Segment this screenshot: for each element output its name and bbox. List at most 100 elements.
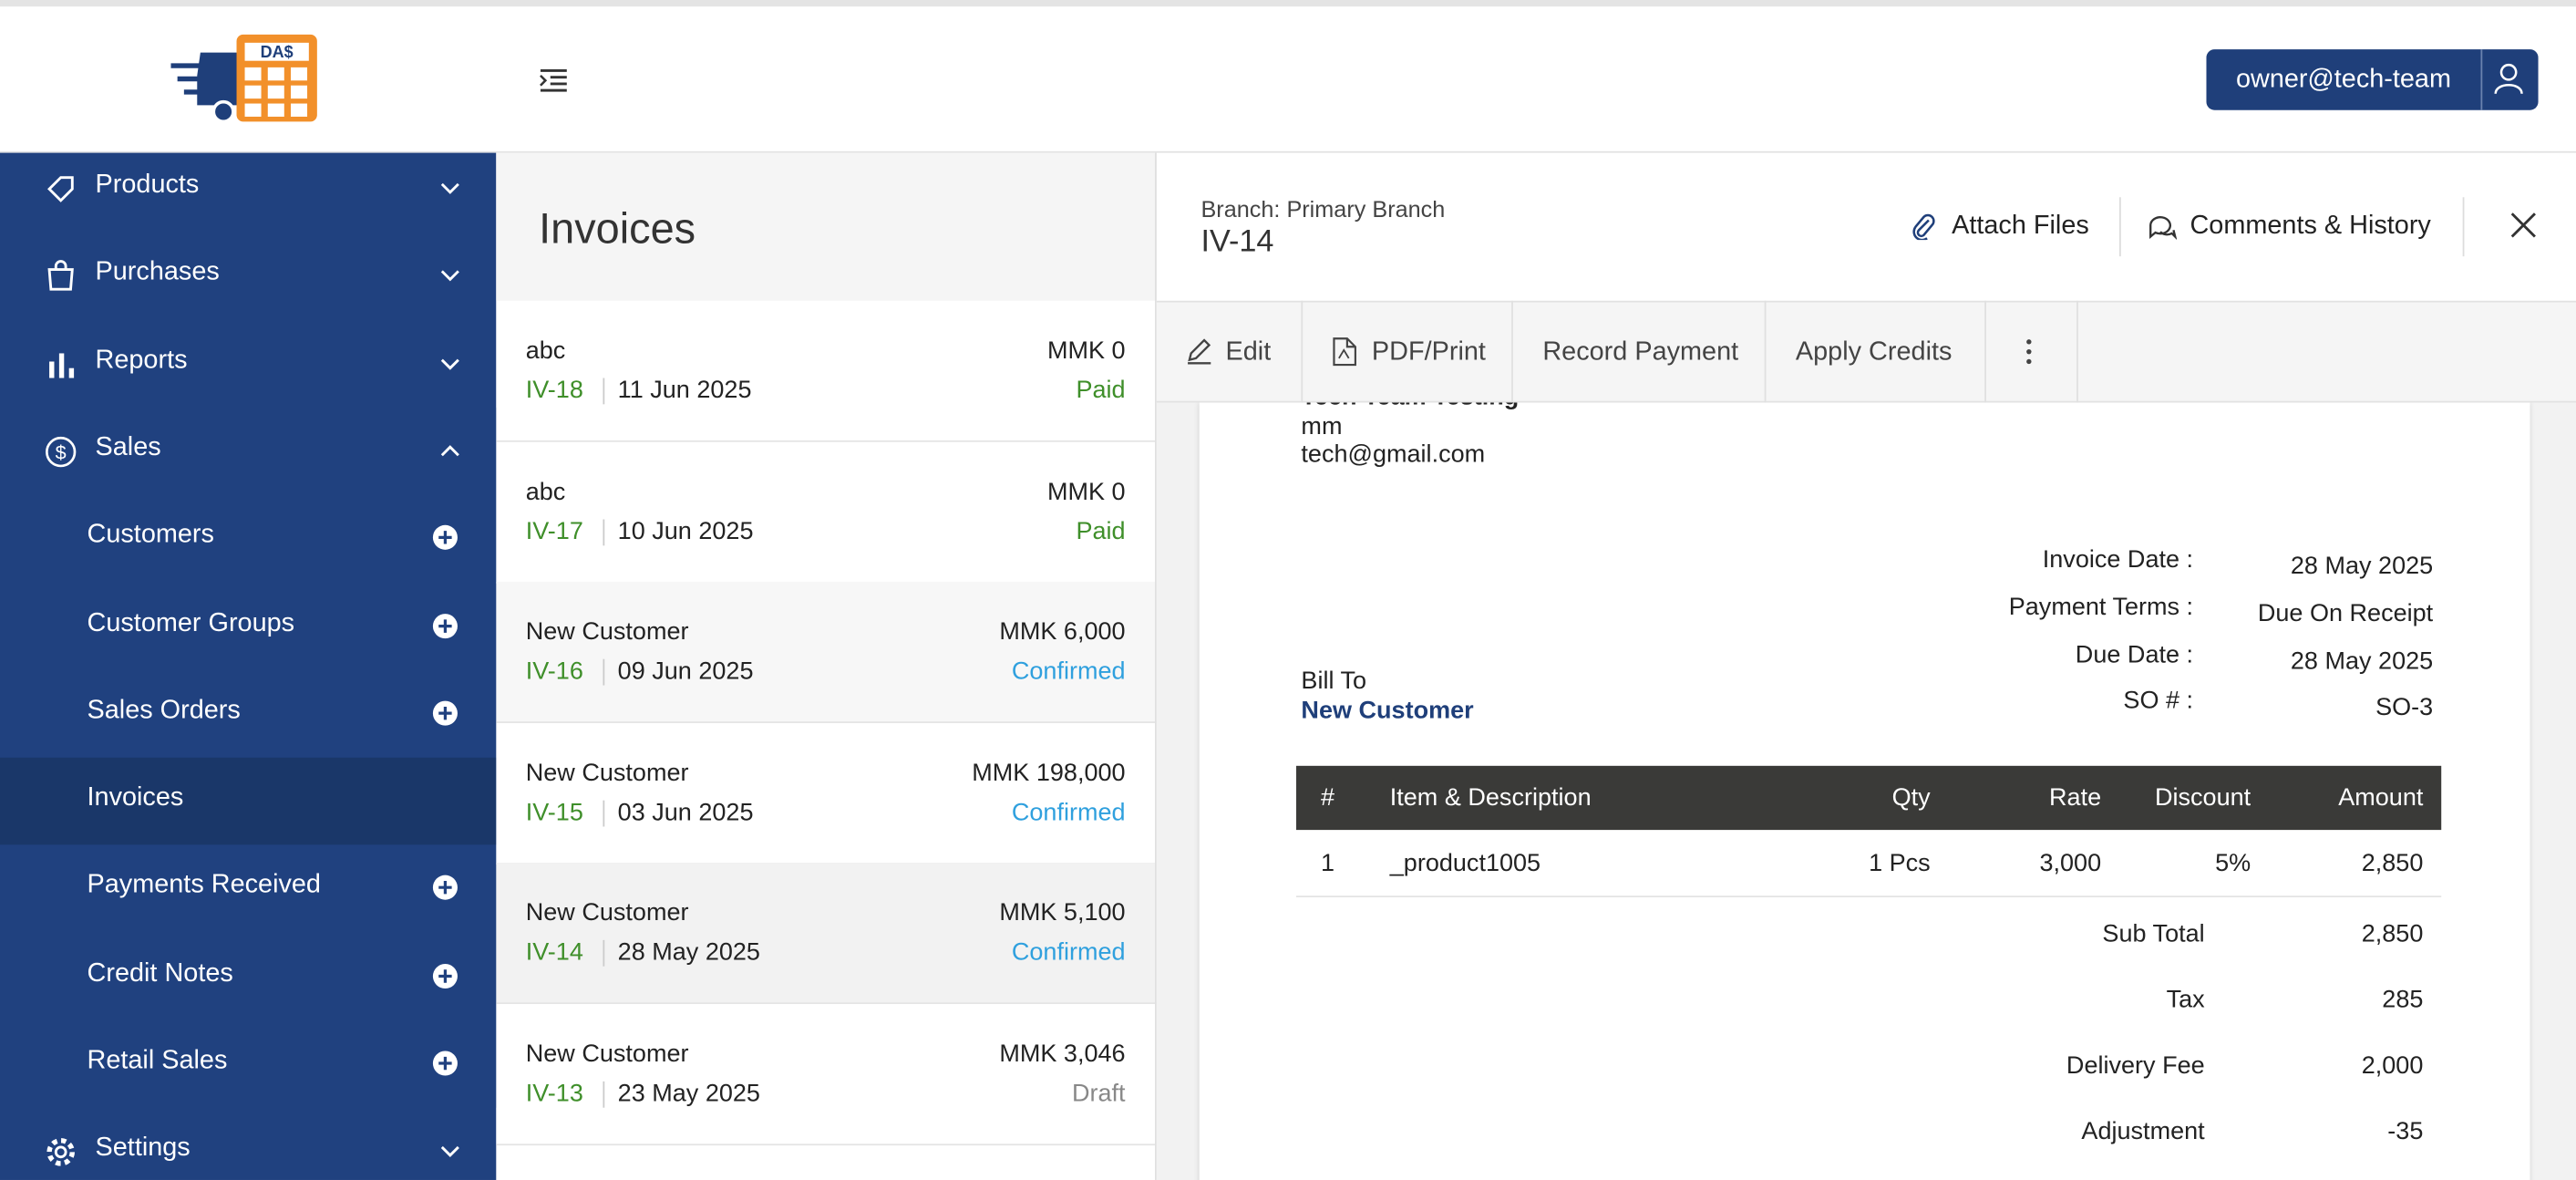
comments-icon[interactable] xyxy=(2148,213,2178,240)
submenu-item[interactable]: Customer Groups xyxy=(87,608,295,637)
list-header xyxy=(496,152,1157,301)
document-area: Tech Team Testing mm tech@gmail.com Bill… xyxy=(1156,402,2576,1180)
table-cell: _product1005 xyxy=(1389,849,1541,878)
table-cell: 2,850 xyxy=(2361,849,2424,878)
invoice-row[interactable] xyxy=(496,300,1157,442)
edit-button[interactable]: Edit xyxy=(1225,338,1272,367)
submenu-item[interactable]: Credit Notes xyxy=(87,958,233,988)
row-sep xyxy=(603,658,605,686)
row-customer: New Customer xyxy=(525,1039,689,1068)
apply-credits-button[interactable]: Apply Credits xyxy=(1795,338,1953,367)
header-border xyxy=(0,150,2576,153)
row-number: IV-13 xyxy=(525,1079,583,1107)
add-button xyxy=(432,875,458,901)
submenu-item[interactable]: Invoices xyxy=(87,783,184,813)
record-payment-button[interactable]: Record Payment xyxy=(1542,338,1739,367)
menu-chevron xyxy=(440,444,459,457)
document-page: Tech Team Testing mm tech@gmail.com Bill… xyxy=(1199,402,2530,1180)
invoice-row[interactable] xyxy=(496,863,1157,1005)
row-number: IV-18 xyxy=(525,376,583,405)
submenu-item[interactable]: Sales Orders xyxy=(87,696,241,725)
table-heading: Discount xyxy=(2154,783,2251,813)
attach-files[interactable]: Attach Files xyxy=(1952,212,2089,241)
row-amount: MMK 5,100 xyxy=(999,898,1126,927)
menu-chevron xyxy=(440,357,459,369)
row-amount: MMK 0 xyxy=(1046,336,1126,366)
row-date: 23 May 2025 xyxy=(617,1079,760,1107)
action-divider xyxy=(2118,197,2121,257)
logo-text: DA$ xyxy=(260,44,294,63)
total-value: 2,850 xyxy=(2361,920,2424,948)
close-button[interactable] xyxy=(2510,212,2537,238)
meta-label: Due Date : xyxy=(2075,640,2194,668)
row-number: IV-17 xyxy=(525,516,583,545)
table-heading: # xyxy=(1321,783,1335,813)
edit-icon[interactable] xyxy=(1186,338,1212,365)
menu-item[interactable]: Purchases xyxy=(95,258,220,287)
menu-item[interactable]: Products xyxy=(95,171,200,200)
row-sep xyxy=(603,378,605,405)
invoice-row[interactable] xyxy=(496,581,1157,723)
pdf-print-button[interactable]: PDF/Print xyxy=(1371,338,1486,367)
row-customer: abc xyxy=(525,477,566,506)
row-status: Confirmed xyxy=(1011,797,1126,826)
menu-item[interactable]: Sales xyxy=(95,433,161,462)
submenu-item[interactable]: Customers xyxy=(87,521,214,550)
pdf-icon[interactable] xyxy=(1333,336,1357,367)
row-status: Paid xyxy=(1076,376,1126,405)
row-status: Confirmed xyxy=(1011,938,1126,967)
row-status: Confirmed xyxy=(1011,657,1126,686)
user-icon[interactable] xyxy=(2492,62,2525,95)
top-strip xyxy=(0,0,2576,7)
branch: Branch: Primary Branch xyxy=(1200,195,1446,223)
toolbar xyxy=(1156,300,2576,403)
row-number: IV-14 xyxy=(525,938,583,967)
attach-icon[interactable] xyxy=(1911,213,1937,241)
row-border xyxy=(1296,895,2442,898)
invoice-row[interactable] xyxy=(496,1003,1157,1145)
row-number: IV-15 xyxy=(525,797,583,826)
row-amount: MMK 3,046 xyxy=(999,1039,1126,1068)
invoice-row[interactable] xyxy=(496,440,1157,583)
bill-to-customer: New Customer xyxy=(1301,697,1474,725)
total-label: Sub Total xyxy=(2102,920,2205,948)
row-date: 09 Jun 2025 xyxy=(617,657,754,686)
row-number: IV-16 xyxy=(525,657,583,686)
row-status: Paid xyxy=(1076,516,1126,545)
invoice-row[interactable] xyxy=(496,722,1157,864)
menu-item[interactable]: Settings xyxy=(95,1134,191,1163)
meta-value: 28 May 2025 xyxy=(2290,552,2434,581)
table-heading: Amount xyxy=(2338,783,2424,813)
action-divider xyxy=(2462,197,2465,257)
row-amount: MMK 0 xyxy=(1046,477,1126,506)
toolbar-divider xyxy=(1984,300,1986,403)
add-button xyxy=(432,613,458,638)
svg-text:$: $ xyxy=(56,441,67,464)
total-label: Adjustment xyxy=(2081,1117,2205,1146)
submenu-item[interactable]: Payments Received xyxy=(87,871,321,900)
total-label: Tax xyxy=(2166,986,2205,1014)
meta-value: SO-3 xyxy=(2375,694,2434,722)
comments-history[interactable]: Comments & History xyxy=(2190,212,2431,241)
row-amount: MMK 198,000 xyxy=(972,758,1126,787)
user-divider xyxy=(2480,49,2483,110)
row-date: 11 Jun 2025 xyxy=(617,376,752,405)
company-name: Tech Team Testing xyxy=(1301,403,1519,411)
invoice-list: abc IV-18 11 Jun 2025 MMK 0 Paid abc IV-17 10 J… xyxy=(496,300,1157,1180)
menu-icon: $ xyxy=(46,436,77,468)
submenu-active xyxy=(0,757,497,845)
row-status: Draft xyxy=(1071,1079,1126,1107)
table-cell: 5% xyxy=(2215,849,2251,878)
user-email[interactable]: owner@tech-team xyxy=(2235,66,2452,94)
submenu-item[interactable]: Retail Sales xyxy=(87,1047,228,1075)
row-sep xyxy=(603,939,605,967)
list-title: Invoices xyxy=(539,203,696,254)
menu-item[interactable]: Reports xyxy=(95,346,188,375)
table-cell: 3,000 xyxy=(2039,849,2102,878)
table-heading: Rate xyxy=(2049,783,2102,813)
menu-toggle[interactable] xyxy=(539,69,568,92)
user-button[interactable] xyxy=(2206,49,2539,110)
more-button[interactable] xyxy=(2024,336,2034,366)
company-address: mm xyxy=(1301,412,1343,440)
row-date: 28 May 2025 xyxy=(617,938,760,967)
